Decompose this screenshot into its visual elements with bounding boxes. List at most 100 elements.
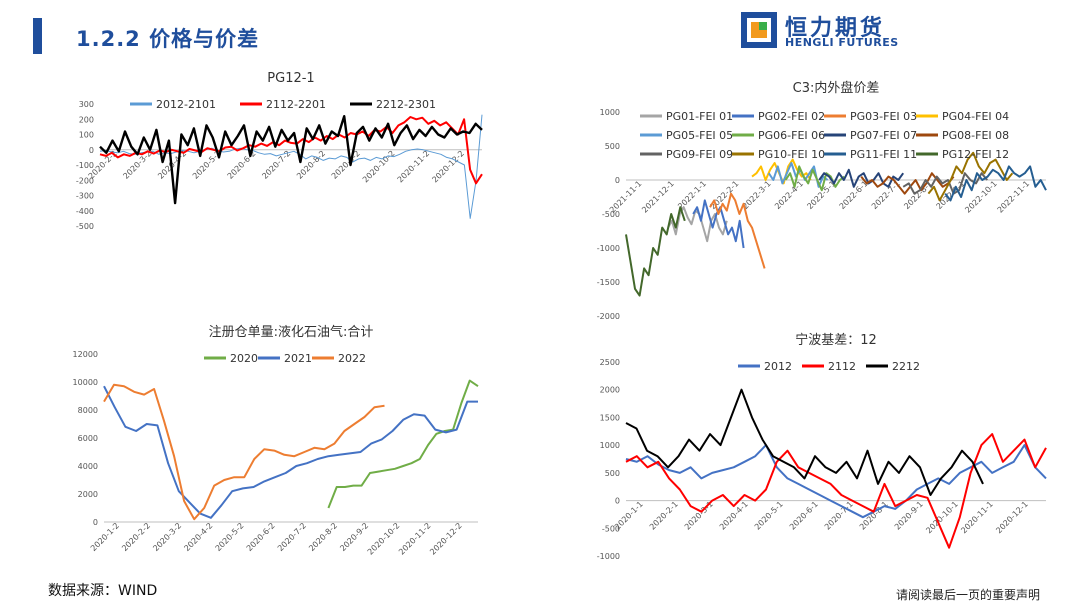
series-line [927,151,1014,202]
series-line [692,199,745,249]
page-title: 1.2.2 价格与价差 [76,27,260,51]
x-tick-label: 2020-8-2 [295,149,327,181]
legend-label: 2012 [764,360,792,373]
x-tick-label: 2022-4-1 [773,179,805,211]
y-tick-label: -300 [76,192,94,201]
legend-label: PG01-FEI 01 [666,110,733,123]
series-line [818,168,905,188]
logo-mark-icon [741,12,777,48]
y-tick-label: 8000 [78,406,98,415]
chart-warrant: 注册仓单量:液化石油气:合计 12000 10000 8000 6000 4000 2000… [70,318,490,576]
series-line [327,379,479,509]
y-tick-label: 0 [89,146,94,155]
disclaimer: 请阅读最后一页的重要声明 [895,588,1040,602]
x-tick-label: 2020-2-2 [120,521,152,553]
legend-label: PG10-FEI 10 [758,148,825,161]
series-line [99,115,483,205]
x-tick-label: 2022-5-1 [805,179,837,211]
chart-svg: C3:内外盘价差 1000 500 0 -500 -1000 -1500 -2000 2021-… [597,80,1047,321]
chart-title: PG12-1 [267,71,314,86]
x-tick-label: 2022-11-1 [996,179,1032,215]
y-tick-label: 500 [605,469,620,478]
legend-label: PG03-FEI 03 [850,110,917,123]
legend-label: PG12-FEI 12 [942,148,1009,161]
legend-label: 2021 [284,352,312,365]
x-tick-label: 2020-2-1 [648,500,680,532]
y-tick-label: 0 [93,518,98,527]
y-tick-label: -400 [76,207,94,216]
legend-label: 2112-2201 [266,98,326,111]
legend-label: 2012-2101 [156,98,216,111]
legend-label: PG02-FEI 02 [758,110,825,123]
y-tick-label: -500 [602,524,620,533]
y-tick-label: 200 [79,115,94,124]
x-tick-label: 2020-5-2 [214,521,246,553]
y-tick-label: 1000 [600,108,620,117]
legend-label: PG07-FEI 07 [850,129,917,142]
legend-label: 2212 [892,360,920,373]
series-line [103,383,385,521]
logo-name-en: HENGLI FUTURES [785,36,899,49]
series-line [103,385,478,519]
series-line [625,388,984,496]
chart-svg: PG12-1 300 200 100 0 -100 -200 -300 -400 -500 2020… [76,71,483,231]
chart-c3-spread: C3:内外盘价差 1000 500 0 -500 -1000 -1500 -2000 2021-… [588,74,1058,330]
chart-title: C3:内外盘价差 [793,80,880,96]
x-tick-label: 2022-3-1 [741,179,773,211]
legend-label: 2212-2301 [376,98,436,111]
series-line [625,444,1047,519]
legend-label: PG04-FEI 04 [942,110,1009,123]
y-tick-label: 2500 [600,358,620,367]
y-tick-label: 300 [79,100,94,109]
x-tick-label: 2020-11-2 [397,521,433,557]
x-tick-label: 2020-9-2 [330,149,362,181]
series-line [902,172,988,195]
legend-label: PG06-FEI 06 [758,129,825,142]
x-tick-label: 2020-10-2 [361,149,397,185]
legend-label: PG08-FEI 08 [942,129,1009,142]
company-logo: 恒力期货 HENGLI FUTURES [741,10,906,52]
x-tick-label: 2021-12-1 [640,179,676,215]
x-tick-label: 2020-6-1 [788,500,820,532]
x-tick-label: 2020-8-1 [858,500,890,532]
chart-svg: 宁波基差：12 2500 2000 1500 1000 500 0 -500 -1000 2020… [597,332,1047,561]
x-tick-label: 2020-4-2 [182,521,214,553]
legend-label: 2112 [828,360,856,373]
header-accent-bar [33,18,42,54]
series-line [860,172,955,195]
logo-name-cn: 恒力期货 [785,16,886,41]
x-tick-label: 2020-3-2 [151,521,183,553]
y-tick-label: -2000 [597,312,620,321]
series-line [99,114,483,219]
chart-svg: 注册仓单量:液化石油气:合计 12000 10000 8000 6000 4000 2000… [73,324,479,557]
series-line [944,165,1047,202]
y-tick-label: 2000 [600,386,620,395]
legend-label: 2020 [230,352,258,365]
y-tick-label: -200 [76,176,94,185]
x-tick-label: 2020-9-2 [338,521,370,553]
series-line [784,165,846,192]
x-tick-label: 2020-6-2 [226,149,258,181]
y-tick-label: 0 [615,176,620,185]
x-tick-label: 2020-12-1 [994,500,1030,536]
chart-pg12-1: PG12-1 300 200 100 0 -100 -200 -300 -400 -500 2020… [70,64,490,314]
legend-label: PG05-FEI 05 [666,129,733,142]
series-line [667,206,728,243]
y-tick-label: 1000 [600,441,620,450]
series-line [625,206,686,297]
x-tick-label: 2020-8-2 [307,521,339,553]
legend-label: PG09-FEI 09 [666,148,733,161]
chart-ningbo-basis: 宁波基差：12 2500 2000 1500 1000 500 0 -500 -1000 2020… [588,326,1058,582]
x-tick-label: 2020-6-2 [245,521,277,553]
x-tick-label: 2020-7-2 [276,521,308,553]
y-tick-label: -1000 [597,552,620,561]
chart-title: 注册仓单量:液化石油气:合计 [209,324,374,340]
y-tick-label: 4000 [78,462,98,471]
y-tick-label: 0 [615,497,620,506]
chart-title: 宁波基差：12 [795,332,877,348]
y-tick-label: 1500 [600,413,620,422]
x-tick-label: 2020-11-1 [959,500,995,536]
series-line [99,116,483,185]
data-source: 数据来源：WIND [48,583,158,599]
y-tick-label: 500 [605,142,620,151]
